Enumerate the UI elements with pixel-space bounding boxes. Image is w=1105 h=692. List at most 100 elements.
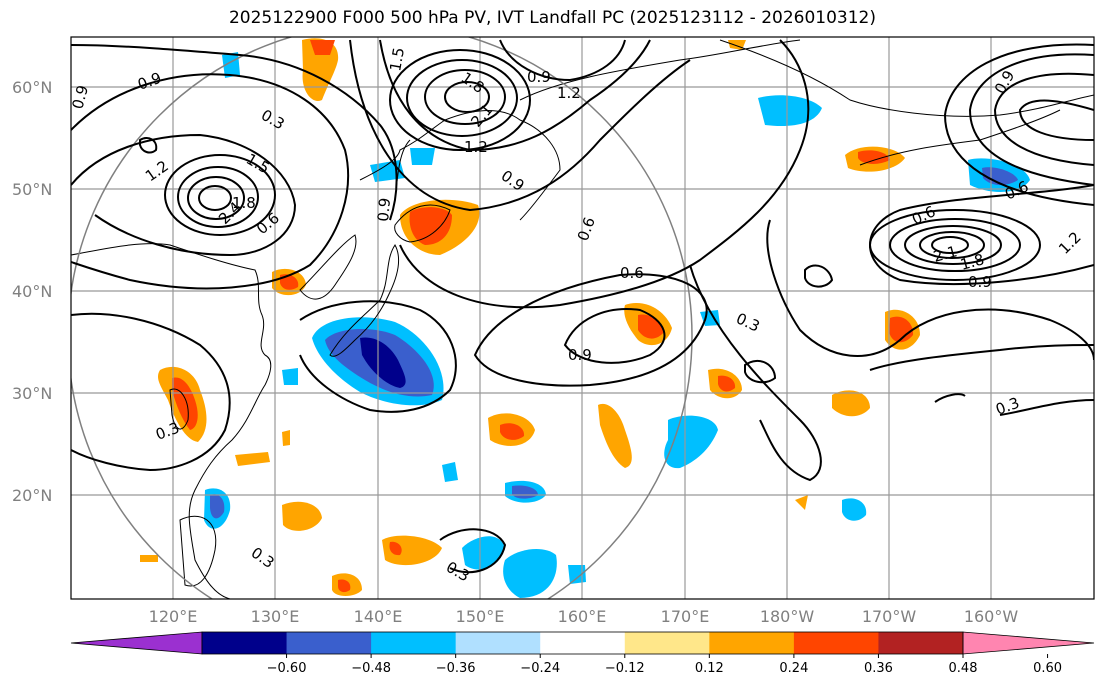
latitude-labels: 60°N 50°N 40°N 30°N 20°N [12, 78, 52, 505]
positive-anomaly [140, 555, 158, 562]
positive-anomaly-core [638, 314, 664, 339]
contour-0.3 [71, 312, 231, 472]
negative-anomaly [842, 498, 867, 521]
contour-0.3 [999, 399, 1094, 416]
japan-honshu [329, 244, 400, 357]
positive-anomaly [832, 390, 870, 417]
colorbar-tick-label: 0.48 [949, 661, 978, 676]
negative-anomaly [503, 548, 557, 598]
contour-0.9 [139, 137, 158, 154]
lon-label-120e: 120°E [149, 607, 198, 626]
contour-2.4 [444, 81, 490, 113]
positive-anomaly-core [409, 207, 452, 245]
lon-label-170w: 170°W [862, 607, 917, 626]
colorbar-segment [202, 632, 288, 654]
positive-anomaly [598, 403, 632, 468]
contour-0.3 [689, 264, 822, 482]
contour-0.9 [563, 308, 666, 364]
contour-0.3 [299, 300, 457, 413]
alaska-coast [719, 39, 1094, 117]
contour-0.3 [934, 393, 966, 403]
colorbar-tick-label: 0.60 [1033, 661, 1062, 676]
contour-0.9 [968, 53, 1094, 186]
contour-label: 2.1 [931, 242, 959, 266]
contour-0.6 [473, 273, 708, 387]
taiwan-coast [169, 388, 189, 430]
contour-0.3 [439, 528, 507, 574]
contour-1.8 [177, 166, 259, 228]
contour-2.1 [931, 236, 969, 254]
distance-ring [71, 37, 693, 599]
contour-label: 1.8 [232, 194, 256, 212]
colorbar-tick-label: −0.24 [520, 661, 560, 676]
contour-0.6 [71, 44, 398, 221]
contour-label: 0.9 [527, 68, 551, 86]
map-border [70, 36, 1095, 600]
lon-label-150e: 150°E [456, 607, 505, 626]
colorbar-extend-low [70, 631, 203, 655]
pv-contours [71, 39, 1094, 574]
negative-anomaly [758, 95, 822, 127]
negative-anomaly [442, 462, 458, 482]
japan-hokkaido [394, 204, 451, 243]
colorbar-segment [793, 632, 879, 654]
contour-label: 0.6 [620, 264, 644, 282]
colorbar-tick-label: −0.12 [605, 661, 645, 676]
contour-label: 0.9 [568, 346, 592, 364]
lon-label-170e: 170°E [661, 607, 710, 626]
contour-label: 0.9 [68, 83, 92, 111]
lon-label-160w: 160°W [964, 607, 1019, 626]
contour-label: 1.2 [464, 138, 488, 156]
positive-anomaly [282, 430, 290, 446]
contour-1.2 [993, 72, 1094, 166]
lat-label-30n: 30°N [12, 384, 52, 403]
contour-0.6 [869, 184, 1094, 286]
longitude-labels: 120°E 130°E 140°E 150°E 160°E 170°E 180°… [149, 607, 1019, 626]
kamchatka-coast [359, 110, 561, 221]
colorbar-segment [540, 632, 626, 654]
lon-label-130e: 130°E [251, 607, 300, 626]
contour-1.8 [406, 59, 518, 137]
colorbar-segment [878, 632, 964, 654]
contour-0.9 [499, 39, 626, 82]
contour-1.5 [1018, 99, 1094, 141]
contour-1.2 [889, 218, 1021, 272]
positive-anomaly [235, 452, 270, 466]
contour-1.5 [164, 154, 276, 236]
colorbar-segment [455, 632, 541, 654]
positive-anomaly-core [310, 40, 335, 55]
positive-anomaly-core [500, 423, 525, 440]
contour-label: 1.8 [958, 250, 986, 274]
contour-2.1 [424, 69, 506, 125]
contour-0.3 [744, 359, 777, 384]
positive-anomaly-core [889, 316, 914, 343]
colorbar: −0.60 −0.48 −0.36 −0.24 −0.12 0.12 0.24 0.36 0.4… [70, 631, 1095, 676]
positive-anomaly-core [858, 150, 890, 164]
siberia-coast [519, 39, 801, 101]
map-title: 2025122900 F000 500 hPa PV, IVT Landfall… [228, 8, 876, 28]
contour-label: 1.5 [386, 46, 408, 73]
lat-label-50n: 50°N [12, 180, 52, 199]
negative-anomaly [410, 148, 435, 165]
lat-label-20n: 20°N [12, 486, 52, 505]
contour-2.4 [198, 185, 232, 211]
colorbar-tick-label: 0.12 [695, 661, 724, 676]
contour-0.3 [766, 219, 1094, 361]
positive-anomaly [795, 495, 808, 510]
colorbar-extend-high [962, 631, 1095, 655]
colorbar-tick-label: −0.36 [436, 661, 476, 676]
positive-anomaly-core [389, 541, 402, 556]
colorbar-tick-label: 0.36 [864, 661, 893, 676]
contour-0.3 [804, 264, 834, 288]
colorbar-outline [201, 631, 964, 655]
contour-1.2 [379, 39, 651, 152]
colorbar-segment [286, 632, 372, 654]
contour-label: 0.9 [374, 197, 394, 222]
contour-1.5 [389, 49, 531, 151]
contour-1.2 [71, 133, 297, 257]
negative-anomaly [462, 536, 505, 570]
positive-anomaly-core [718, 375, 736, 392]
positive-anomaly-core [338, 579, 351, 593]
contour-0.6 [399, 39, 810, 309]
